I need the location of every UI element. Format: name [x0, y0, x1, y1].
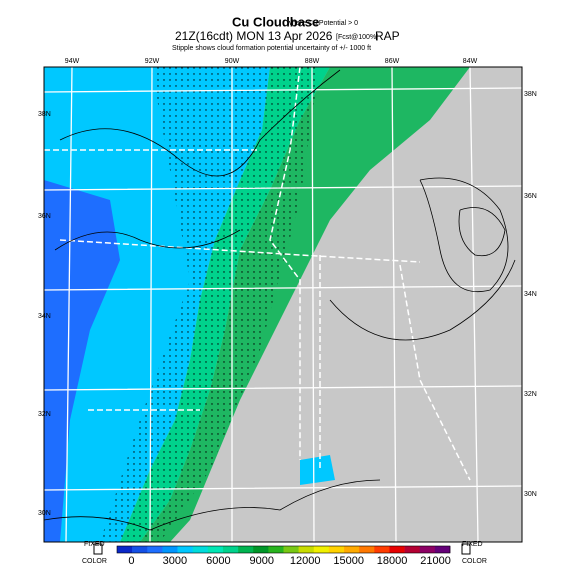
- colorbar-swatch: [207, 546, 224, 553]
- fixed-label: COLOR: [82, 558, 107, 565]
- colorbar-swatch: [298, 546, 315, 553]
- lat-label: 38N: [38, 111, 51, 118]
- colorbar-swatch: [404, 546, 421, 553]
- lat-label: 38N: [524, 91, 537, 98]
- colorbar-swatch: [389, 546, 405, 553]
- time-note: [Fcst@100%]: [336, 34, 378, 41]
- colorbar-tick-label: 9000: [250, 555, 274, 567]
- colorbar-swatch: [313, 546, 330, 553]
- lat-label: 34N: [38, 313, 51, 320]
- colorbar-tick-label: 0: [128, 555, 134, 567]
- lon-label: 90W: [225, 58, 240, 65]
- colorbar-swatch: [177, 546, 193, 553]
- model: RAP: [375, 29, 400, 43]
- colorbar-swatch: [162, 546, 178, 553]
- grid-lines: [44, 67, 522, 542]
- colorbar-frame: [116, 545, 451, 554]
- lon-label: 94W: [65, 58, 80, 65]
- fixed-label: FIXED: [84, 541, 105, 548]
- fixed-label: COLOR: [462, 558, 487, 565]
- lat-label: 32N: [38, 411, 51, 418]
- title-note: where Cu Potential > 0: [286, 20, 358, 27]
- lat-label: 32N: [524, 391, 537, 398]
- colorbar: 0 3000 6000 9000 12000 15000 18000 21000: [116, 545, 451, 567]
- colorbar-swatch: [283, 546, 299, 553]
- title: Cu Cloudbase: [232, 14, 319, 29]
- colorbar-swatch: [147, 546, 163, 553]
- colorbar-swatch: [268, 546, 284, 553]
- colorbar-swatch: [344, 546, 360, 553]
- time: 21Z(16cdt) MON 13 Apr 2026: [175, 29, 333, 43]
- colorbar-tick-label: 6000: [206, 555, 230, 567]
- subtitle: Stipple shows cloud formation potential …: [172, 45, 371, 52]
- contours: [44, 69, 516, 531]
- lat-label: 36N: [524, 193, 537, 200]
- lon-label: 88W: [305, 58, 320, 65]
- colorbar-tick-label: 18000: [377, 555, 408, 567]
- colorbar-swatch: [374, 546, 390, 553]
- fixed-color-right: FIXED COLOR: [461, 541, 487, 565]
- lat-label: 30N: [524, 491, 537, 498]
- colorbar-swatch: [419, 546, 436, 553]
- colorbar-swatch: [238, 546, 254, 553]
- colorbar-swatch: [192, 546, 209, 553]
- colorbar-tick-label: 21000: [420, 555, 451, 567]
- map-area: [44, 67, 522, 542]
- map-frame: [43, 66, 523, 543]
- lat-label: 30N: [38, 510, 51, 517]
- colorbar-swatch: [253, 546, 269, 553]
- colorbar-swatch: [328, 546, 345, 553]
- colorbar-swatch: [132, 546, 148, 553]
- region: [44, 180, 120, 542]
- fixed-color-left: FIXED COLOR: [82, 541, 107, 565]
- lon-label: 86W: [385, 58, 400, 65]
- colorbar-swatch: [359, 546, 375, 553]
- stipple: [100, 67, 319, 542]
- state-lines: [44, 67, 471, 481]
- colorbar-swatch: [222, 546, 239, 553]
- lon-label: 92W: [145, 58, 160, 65]
- colorbar-swatch: [117, 546, 133, 553]
- lat-label: 36N: [38, 213, 51, 220]
- colorbar-swatch: [434, 546, 451, 553]
- region: [300, 455, 335, 485]
- colorbar-tick-label: 12000: [290, 555, 321, 567]
- lat-label: 34N: [524, 291, 537, 298]
- colorbar-tick-label: 3000: [163, 555, 187, 567]
- fixed-label: FIXED: [462, 541, 483, 548]
- lon-label: 84W: [463, 58, 478, 65]
- colorbar-tick-label: 15000: [333, 555, 364, 567]
